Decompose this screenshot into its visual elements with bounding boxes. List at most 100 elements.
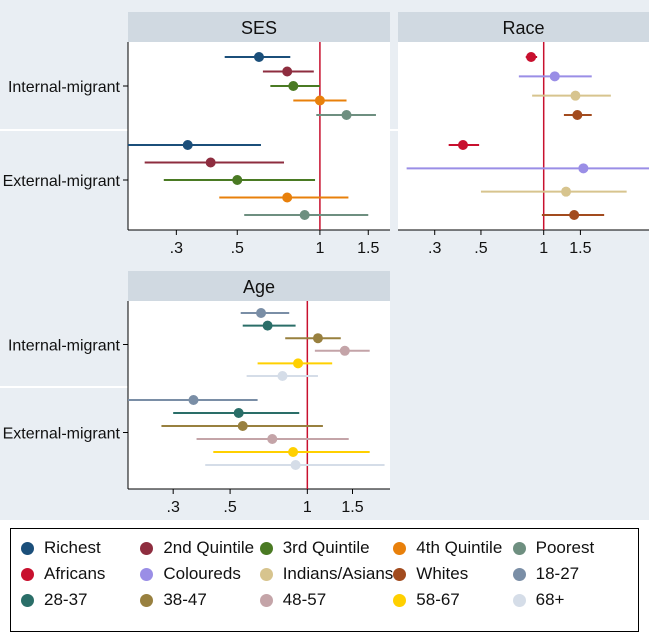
legend-grid: Richest 2nd Quintile 3rd Quintile 4th Quint… [11, 529, 638, 610]
x-tick-label: .3 [167, 499, 180, 516]
panel-age: Age .3 .5 1 1.5 Internal-migrant External-migr… [3, 271, 390, 516]
x-tick-label: .3 [428, 240, 441, 257]
panel-race: Race .3 .5 1 1.5 [398, 12, 649, 257]
legend-label: Whites [416, 564, 469, 583]
legend-marker [21, 593, 34, 607]
panel-title: Age [243, 277, 275, 297]
x-tick-label: 1.5 [357, 240, 379, 257]
legend-marker [140, 567, 154, 581]
point-4th-quintile [314, 95, 325, 106]
panel-header [128, 271, 390, 301]
legend-marker [21, 567, 34, 581]
point-38-47 [237, 421, 248, 431]
point-poorest [341, 110, 352, 120]
point-indians-asians [561, 186, 572, 197]
point-28-37 [233, 408, 244, 418]
panel-plot-region [398, 42, 649, 230]
y-tick-label: External-migrant [3, 173, 121, 190]
point-2nd-quintile [282, 66, 293, 77]
point-richest [254, 52, 264, 62]
point-whites [572, 110, 583, 120]
legend-item: 38-47 [140, 590, 259, 610]
legend-marker [512, 593, 526, 607]
legend-marker [259, 567, 273, 581]
legend-item: 4th Quintile [393, 538, 512, 558]
plot-area: SES .3.5 1 1.5 Internal-migrant External-migr… [0, 0, 649, 520]
point-58-67 [293, 358, 304, 369]
legend-label: 2nd Quintile [163, 538, 255, 557]
legend-label: Poorest [535, 538, 595, 557]
legend-label: Richest [44, 538, 101, 557]
point-38-47 [312, 333, 323, 344]
legend-marker [393, 567, 407, 581]
point-africans [457, 140, 468, 150]
x-tick-label: .5 [474, 240, 487, 257]
legend-item: Coloureds [140, 564, 259, 584]
legend-label: Africans [44, 564, 106, 583]
legend-item: Whites [393, 564, 512, 584]
legend-marker [512, 541, 526, 555]
legend-label: Indians/Asians [282, 564, 394, 583]
legend-marker [393, 541, 407, 555]
point-3rd-quintile [288, 81, 299, 91]
legend: Richest 2nd Quintile 3rd Quintile 4th Quint… [10, 528, 639, 632]
legend-marker [259, 541, 273, 555]
legend-marker [140, 541, 154, 555]
x-tick-label: 1.5 [569, 240, 591, 257]
y-tick-label: Internal-migrant [8, 79, 121, 96]
point-4th-quintile [282, 192, 293, 203]
panel-plot-region [128, 42, 390, 230]
chart-figure: SES.3.5 1 1.5Internal-migrantExternal-migr… [0, 12, 649, 516]
y-tick-label: External-migrant [3, 426, 121, 443]
legend-label: 48-57 [282, 590, 327, 609]
legend-marker [512, 567, 526, 581]
legend-item: Indians/Asians [259, 564, 394, 584]
x-tick-label: .5 [231, 240, 244, 257]
x-tick-label: 1 [303, 499, 312, 516]
legend-item: 68+ [512, 590, 632, 610]
legend-item: 18-27 [512, 564, 632, 584]
legend-marker [259, 593, 273, 607]
point-indians-asians [570, 90, 581, 101]
x-tick-label: 1.5 [341, 499, 363, 516]
point-68- [277, 371, 288, 381]
legend-item: 3rd Quintile [259, 538, 394, 558]
legend-label: 3rd Quintile [282, 538, 370, 557]
legend-item: Poorest [512, 538, 632, 558]
legend-item: 48-57 [259, 590, 394, 610]
point-48-57 [267, 434, 278, 444]
panel-title: SES [241, 18, 277, 38]
legend-label: 68+ [535, 590, 565, 609]
legend-item: Africans [21, 564, 140, 584]
point-28-37 [262, 320, 273, 331]
legend-label: Coloureds [163, 564, 241, 583]
point-58-67 [288, 447, 299, 457]
point-coloureds [549, 71, 560, 82]
panel-plot-region [128, 301, 390, 489]
x-tick-label: .5 [223, 499, 236, 516]
point-68- [290, 460, 301, 470]
legend-item: 58-67 [393, 590, 512, 610]
panel-header [128, 12, 390, 42]
legend-label: 28-37 [44, 590, 88, 609]
point-richest [182, 140, 193, 150]
point-18-27 [256, 308, 267, 318]
legend-item: 2nd Quintile [140, 538, 259, 558]
legend-label: 18-27 [535, 564, 580, 583]
point-poorest [299, 210, 310, 220]
x-tick-label: 1 [315, 240, 324, 257]
legend-label: 38-47 [163, 590, 207, 609]
legend-item: 28-37 [21, 590, 140, 610]
legend-item: Richest [21, 538, 140, 558]
point-18-27 [188, 395, 199, 405]
legend-marker [21, 541, 34, 555]
panel-header [398, 12, 649, 42]
y-tick-label: Internal-migrant [8, 338, 121, 355]
legend-label: 58-67 [416, 590, 460, 609]
point-3rd-quintile [232, 175, 243, 185]
point-whites [569, 210, 580, 220]
x-tick-label: .3 [170, 240, 183, 257]
x-tick-label: 1 [539, 240, 548, 257]
point-africans [526, 52, 537, 62]
point-48-57 [339, 345, 350, 356]
